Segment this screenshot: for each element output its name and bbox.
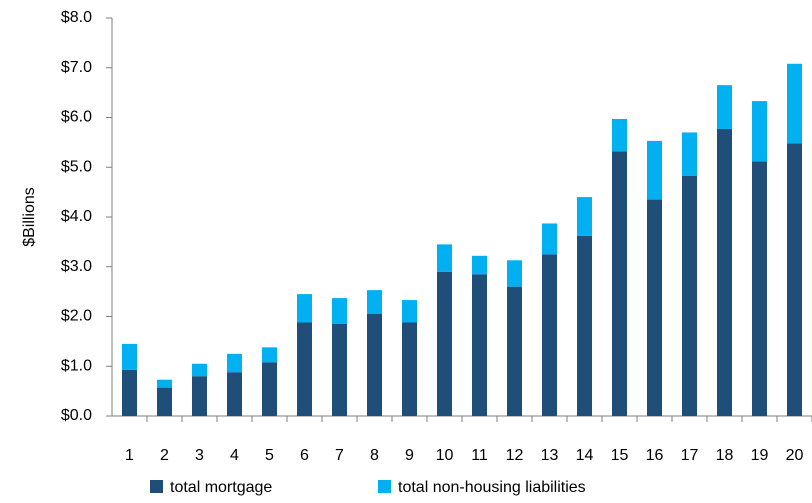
y-tick-label: $5.0 [61,158,92,175]
x-tick-label: 11 [471,447,488,464]
bar-segment [787,63,802,144]
legend-label: total mortgage [170,479,272,496]
bar-segment [402,300,417,323]
x-tick-label: 19 [751,447,769,464]
x-tick-label: 18 [716,447,734,464]
y-tick-label: $1.0 [61,357,92,374]
bar-segment [367,314,382,416]
x-tick-label: 15 [611,447,629,464]
bar-segment [472,274,487,416]
bar-segment [682,175,697,416]
bar-segment [122,369,137,416]
x-tick-label: 5 [265,447,274,464]
bar-segment [262,347,277,363]
bar-segment [157,387,172,416]
bar-segment [332,298,347,324]
bar-segment [122,343,137,370]
bar-segment [647,199,662,416]
bar-segment [262,362,277,416]
x-tick-label: 12 [506,447,524,464]
bar-segment [507,286,522,416]
x-tick-label: 10 [436,447,454,464]
bar-segment [332,323,347,416]
legend-swatch [150,480,163,493]
x-tick-label: 1 [125,447,134,464]
bar-segment [612,118,627,152]
x-tick-label: 17 [681,447,699,464]
y-tick-label: $6.0 [61,109,92,126]
x-tick-label: 4 [230,447,239,464]
bar-segment [157,379,172,388]
bar-segment [472,255,487,275]
legend-swatch [378,480,391,493]
bar-segment [717,85,732,129]
bar-segment [227,353,242,373]
x-tick-label: 2 [160,447,169,464]
bar-segment [192,376,207,416]
bar-segment [437,271,452,416]
x-tick-label: 20 [786,447,804,464]
y-tick-label: $0.0 [61,407,92,424]
y-tick-label: $4.0 [61,208,92,225]
bar-segment [682,132,697,176]
bar-segment [227,372,242,416]
x-tick-label: 14 [576,447,594,464]
y-axis-label: $Billions [21,187,38,247]
bar-segment [612,151,627,416]
bar-segment [542,223,557,255]
x-tick-label: 16 [646,447,664,464]
bar-segment [717,128,732,416]
bar-segment [437,244,452,272]
y-tick-label: $2.0 [61,308,92,325]
bar-segment [647,140,662,200]
bar-segment [577,197,592,236]
bar-segment [542,254,557,416]
bar-segment [297,322,312,416]
y-tick-label: $8.0 [61,9,92,26]
bar-segment [402,322,417,416]
bar-segment [367,290,382,315]
bar-segment [297,294,312,323]
bar-segment [752,101,767,162]
bar-segment [192,363,207,377]
x-tick-label: 8 [370,447,379,464]
x-tick-label: 6 [300,447,309,464]
bar-segment [577,235,592,416]
x-tick-label: 3 [195,447,204,464]
x-tick-label: 13 [541,447,559,464]
legend-label: total non-housing liabilities [398,479,586,496]
y-tick-label: $7.0 [61,59,92,76]
bar-segment [752,161,767,416]
x-tick-label: 9 [405,447,414,464]
y-tick-label: $3.0 [61,258,92,275]
x-tick-label: 7 [335,447,344,464]
bar-segment [787,143,802,416]
bar-segment [507,260,522,287]
